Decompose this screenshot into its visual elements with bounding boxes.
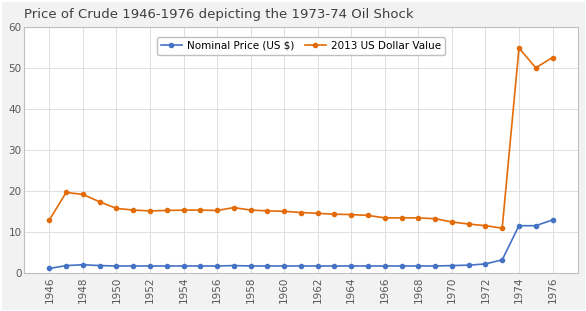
Nominal Price (US $) bbox=[549, 218, 556, 222]
Nominal Price (US $) bbox=[465, 263, 472, 267]
Text: Price of Crude 1946-1976 depicting the 1973-74 Oil Shock: Price of Crude 1946-1976 depicting the 1… bbox=[24, 8, 414, 21]
2013 US Dollar Value bbox=[264, 209, 271, 213]
2013 US Dollar Value bbox=[549, 56, 556, 59]
Nominal Price (US $) bbox=[163, 264, 171, 268]
2013 US Dollar Value bbox=[432, 217, 439, 220]
2013 US Dollar Value bbox=[146, 209, 154, 213]
Nominal Price (US $) bbox=[381, 264, 389, 268]
Nominal Price (US $) bbox=[331, 264, 338, 268]
2013 US Dollar Value bbox=[415, 216, 422, 220]
2013 US Dollar Value bbox=[281, 209, 288, 213]
2013 US Dollar Value bbox=[398, 216, 405, 220]
Nominal Price (US $) bbox=[448, 264, 455, 267]
2013 US Dollar Value bbox=[381, 216, 389, 220]
Nominal Price (US $) bbox=[281, 264, 288, 268]
2013 US Dollar Value bbox=[247, 208, 254, 212]
2013 US Dollar Value bbox=[230, 206, 237, 210]
2013 US Dollar Value bbox=[180, 208, 187, 212]
2013 US Dollar Value bbox=[163, 209, 171, 212]
2013 US Dollar Value bbox=[298, 211, 305, 214]
Nominal Price (US $) bbox=[364, 264, 372, 268]
2013 US Dollar Value bbox=[499, 226, 506, 230]
Nominal Price (US $) bbox=[264, 264, 271, 268]
Nominal Price (US $) bbox=[63, 264, 70, 267]
Nominal Price (US $) bbox=[499, 258, 506, 262]
2013 US Dollar Value bbox=[113, 207, 120, 210]
Legend: Nominal Price (US $), 2013 US Dollar Value: Nominal Price (US $), 2013 US Dollar Val… bbox=[157, 37, 445, 55]
2013 US Dollar Value bbox=[80, 193, 87, 196]
2013 US Dollar Value bbox=[197, 208, 204, 212]
2013 US Dollar Value bbox=[130, 208, 137, 212]
2013 US Dollar Value bbox=[532, 66, 539, 70]
2013 US Dollar Value bbox=[96, 200, 103, 204]
Nominal Price (US $) bbox=[298, 264, 305, 268]
Nominal Price (US $) bbox=[80, 263, 87, 267]
2013 US Dollar Value bbox=[465, 222, 472, 226]
2013 US Dollar Value bbox=[516, 46, 523, 50]
Nominal Price (US $) bbox=[46, 267, 53, 270]
Nominal Price (US $) bbox=[130, 264, 137, 268]
Nominal Price (US $) bbox=[482, 262, 489, 266]
Line: 2013 US Dollar Value: 2013 US Dollar Value bbox=[47, 46, 554, 230]
Nominal Price (US $) bbox=[314, 264, 321, 268]
Nominal Price (US $) bbox=[230, 264, 237, 267]
Nominal Price (US $) bbox=[347, 264, 355, 268]
Nominal Price (US $) bbox=[180, 264, 187, 268]
2013 US Dollar Value bbox=[331, 212, 338, 216]
Nominal Price (US $) bbox=[415, 264, 422, 268]
Nominal Price (US $) bbox=[113, 264, 120, 268]
2013 US Dollar Value bbox=[314, 211, 321, 215]
Nominal Price (US $) bbox=[197, 264, 204, 268]
Nominal Price (US $) bbox=[96, 264, 103, 267]
2013 US Dollar Value bbox=[213, 209, 220, 212]
Nominal Price (US $) bbox=[146, 264, 154, 268]
Nominal Price (US $) bbox=[532, 224, 539, 228]
Nominal Price (US $) bbox=[432, 264, 439, 268]
Nominal Price (US $) bbox=[398, 264, 405, 268]
Nominal Price (US $) bbox=[213, 264, 220, 268]
Nominal Price (US $) bbox=[516, 224, 523, 228]
2013 US Dollar Value bbox=[364, 214, 372, 217]
2013 US Dollar Value bbox=[448, 220, 455, 224]
2013 US Dollar Value bbox=[63, 191, 70, 194]
2013 US Dollar Value bbox=[46, 218, 53, 222]
Line: Nominal Price (US $): Nominal Price (US $) bbox=[47, 218, 554, 271]
2013 US Dollar Value bbox=[482, 224, 489, 228]
2013 US Dollar Value bbox=[347, 213, 355, 216]
Nominal Price (US $) bbox=[247, 264, 254, 268]
